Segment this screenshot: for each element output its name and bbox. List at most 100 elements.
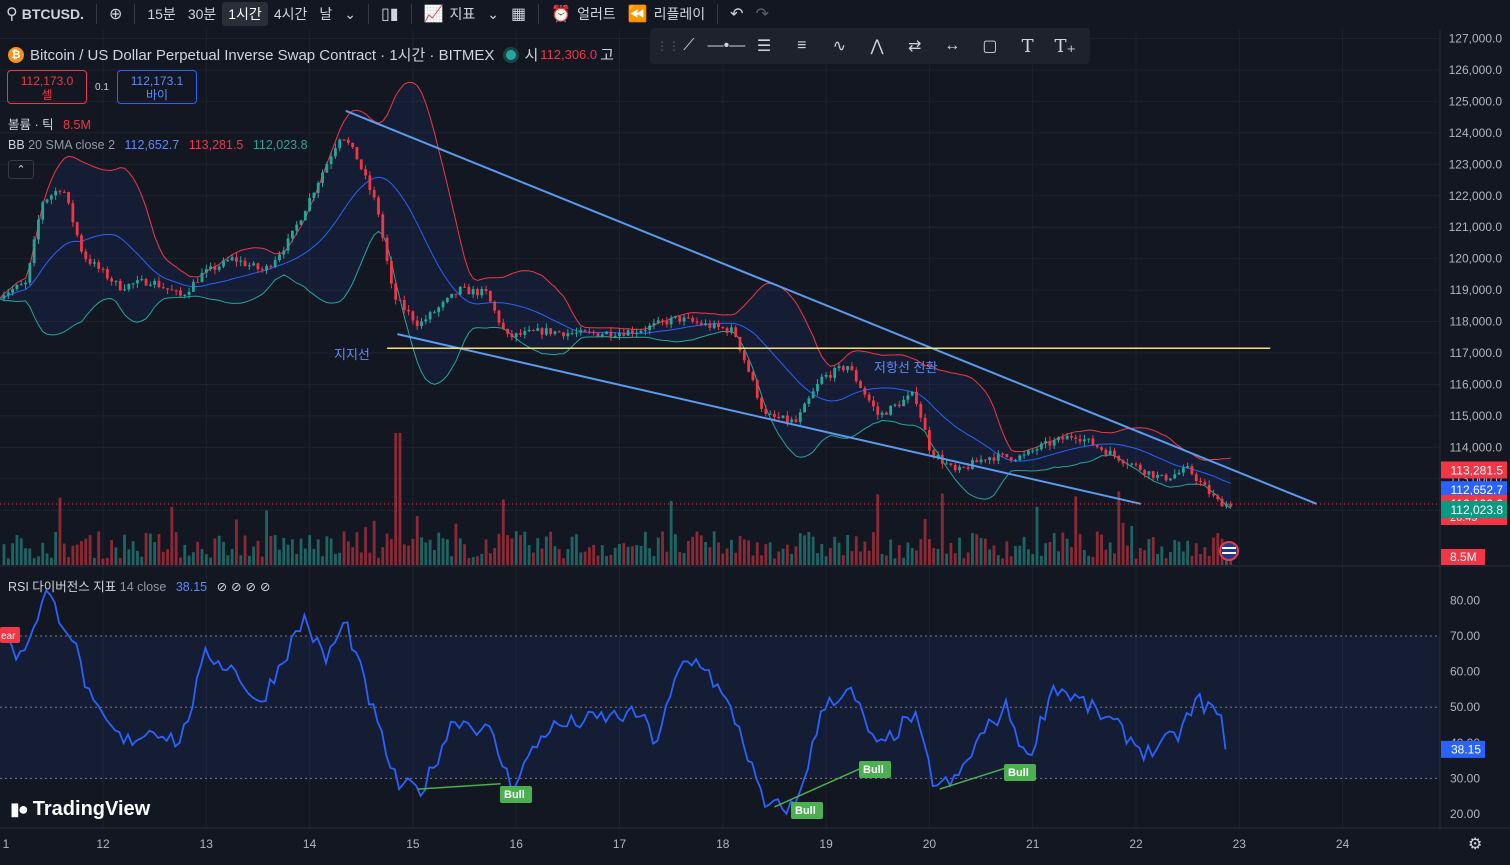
market-status-icon[interactable] xyxy=(506,49,517,60)
volume-bar xyxy=(785,544,789,565)
volume-bar xyxy=(575,534,578,565)
candle-body xyxy=(269,265,273,267)
symbol-legend[interactable]: ₿ Bitcoin / US Dollar Perpetual Inverse … xyxy=(8,44,616,65)
candle-body xyxy=(596,333,600,337)
compare-button[interactable]: ⊕ xyxy=(103,2,128,26)
sell-button[interactable]: 112,173.0 셀 xyxy=(7,70,87,104)
rsi-legend[interactable]: RSI 다이버전스 지표 14 close 38.15 ⊘⊘⊘⊘ xyxy=(8,576,275,595)
rsi-tick-label: 20.00 xyxy=(1450,807,1480,821)
lower-channel-line[interactable] xyxy=(397,333,1142,505)
alert-button[interactable]: ⏰ 얼러트 xyxy=(545,2,622,26)
candle-body xyxy=(411,311,415,321)
volume-bar xyxy=(1138,548,1142,565)
parallel-channel-tool[interactable]: ☰ xyxy=(745,31,783,61)
bollinger-legend[interactable]: BB 20 SMA close 2 112,652.7 113,281.5 11… xyxy=(8,138,308,152)
candle-body xyxy=(639,330,643,333)
chart-settings-button[interactable]: ⚙ xyxy=(1468,834,1482,854)
timeframe-4h[interactable]: 4시간 xyxy=(273,6,308,22)
chevron-down-icon: ⌄ xyxy=(344,5,356,22)
candle-body xyxy=(884,412,888,415)
candle-body xyxy=(11,289,15,293)
candle-body xyxy=(1138,464,1142,471)
layouts-button[interactable]: ▦ xyxy=(505,2,532,26)
volume-bar xyxy=(148,533,152,565)
volume-bar xyxy=(777,551,781,565)
volume-bar xyxy=(872,532,875,565)
rewind-icon: ⏪ xyxy=(627,6,648,23)
candle-body xyxy=(699,322,703,325)
volume-legend[interactable]: 볼륨 · 틱 8.5M xyxy=(8,114,91,133)
volume-bar xyxy=(841,555,845,565)
symbol-search[interactable]: ⚲ BTCUSD. xyxy=(0,2,90,26)
candle-body xyxy=(730,327,733,333)
timeframe-dropdown[interactable]: ⌄ xyxy=(338,2,362,26)
candle-body xyxy=(626,330,630,336)
upper-channel-line[interactable] xyxy=(345,109,1318,505)
indicators-dropdown[interactable]: ⌄ xyxy=(481,2,505,26)
candle-body xyxy=(28,263,32,283)
support-label[interactable]: 지지선 xyxy=(334,347,370,362)
abcd-pattern-tool[interactable]: ⋀ xyxy=(858,31,896,61)
toolbar-divider xyxy=(538,4,540,24)
rectangle-tool[interactable]: ▢ xyxy=(971,31,1009,61)
drag-handle-icon[interactable]: ⋮⋮ xyxy=(656,39,680,53)
replay-button[interactable]: ⏪ 리플레이 xyxy=(622,2,711,26)
volume-bar xyxy=(476,556,479,565)
timeframe-15m[interactable]: 15분 xyxy=(147,6,176,22)
candle-body xyxy=(725,328,729,333)
add-circle-icon: ⊕ xyxy=(108,6,123,23)
time-axis[interactable]: 12 13 14 15 16 17 18 19 20 21 22 23 24 1 xyxy=(3,837,1350,851)
indicators-button[interactable]: 📈 지표 xyxy=(418,2,482,26)
volume-bar xyxy=(867,550,871,565)
candle-body xyxy=(299,220,303,225)
volume-bar xyxy=(863,541,867,565)
redo-button[interactable]: ↷ xyxy=(750,2,775,26)
text-note-tool[interactable]: T₊ xyxy=(1046,31,1084,61)
volume-bar xyxy=(674,534,677,565)
horizontal-ray-tool[interactable]: —•— xyxy=(708,31,746,61)
elliott-wave-tool[interactable]: ∿ xyxy=(821,31,859,61)
volume-bar xyxy=(230,548,234,565)
candle-body xyxy=(303,210,307,221)
position-tool[interactable]: ↔ xyxy=(933,31,971,61)
collapse-legend-button[interactable]: ⌃ xyxy=(8,160,34,179)
price-tick-label: 126,000.0 xyxy=(1449,63,1503,77)
timeframe-1d[interactable]: 날 xyxy=(319,6,333,22)
volume-bar xyxy=(902,557,905,565)
chart-type-button[interactable]: ▯▮ xyxy=(375,2,405,26)
volume-bar xyxy=(364,527,367,565)
rsi-hidden-plots-icons[interactable]: ⊘⊘⊘⊘ xyxy=(216,580,275,594)
volume-bar xyxy=(549,531,553,565)
volume-bar xyxy=(975,534,979,565)
timeframe-1h[interactable]: 1시간 xyxy=(222,2,268,26)
trendlines[interactable] xyxy=(345,109,1318,505)
timeframe-30m[interactable]: 30분 xyxy=(187,6,217,22)
trendline-tool[interactable]: ⟋ xyxy=(670,31,708,61)
volume-bar xyxy=(1164,558,1168,565)
candle-body xyxy=(316,183,320,193)
candle-body xyxy=(794,419,798,422)
order-quantity[interactable]: 0.1 xyxy=(95,82,109,93)
candle-body xyxy=(510,333,514,338)
candle-body xyxy=(67,192,70,204)
candle-body xyxy=(325,163,329,173)
text-tool[interactable]: T xyxy=(1009,31,1047,61)
buy-button[interactable]: 112,173.1 바이 xyxy=(117,70,197,104)
candle-body xyxy=(893,404,897,406)
undo-button[interactable]: ↶ xyxy=(724,2,749,26)
range-tool[interactable]: ⇄ xyxy=(896,31,934,61)
volume-bar xyxy=(1078,534,1082,565)
volume-bar xyxy=(402,544,406,565)
volume-bar xyxy=(532,552,535,565)
candle-body xyxy=(768,413,772,415)
candle-body xyxy=(1194,474,1198,481)
fib-tool[interactable]: ≡ xyxy=(783,31,821,61)
volume-bar xyxy=(239,555,243,565)
candle-body xyxy=(695,321,699,323)
price-axis[interactable]: 112,000.0113,000.0114,000.0115,000.0116,… xyxy=(0,32,1507,822)
candle-body xyxy=(1048,441,1052,446)
resistance-flip-label[interactable]: 저항선 전환 xyxy=(874,360,937,375)
us-flag-event-icon[interactable] xyxy=(1219,541,1239,561)
candle-body xyxy=(966,467,970,469)
